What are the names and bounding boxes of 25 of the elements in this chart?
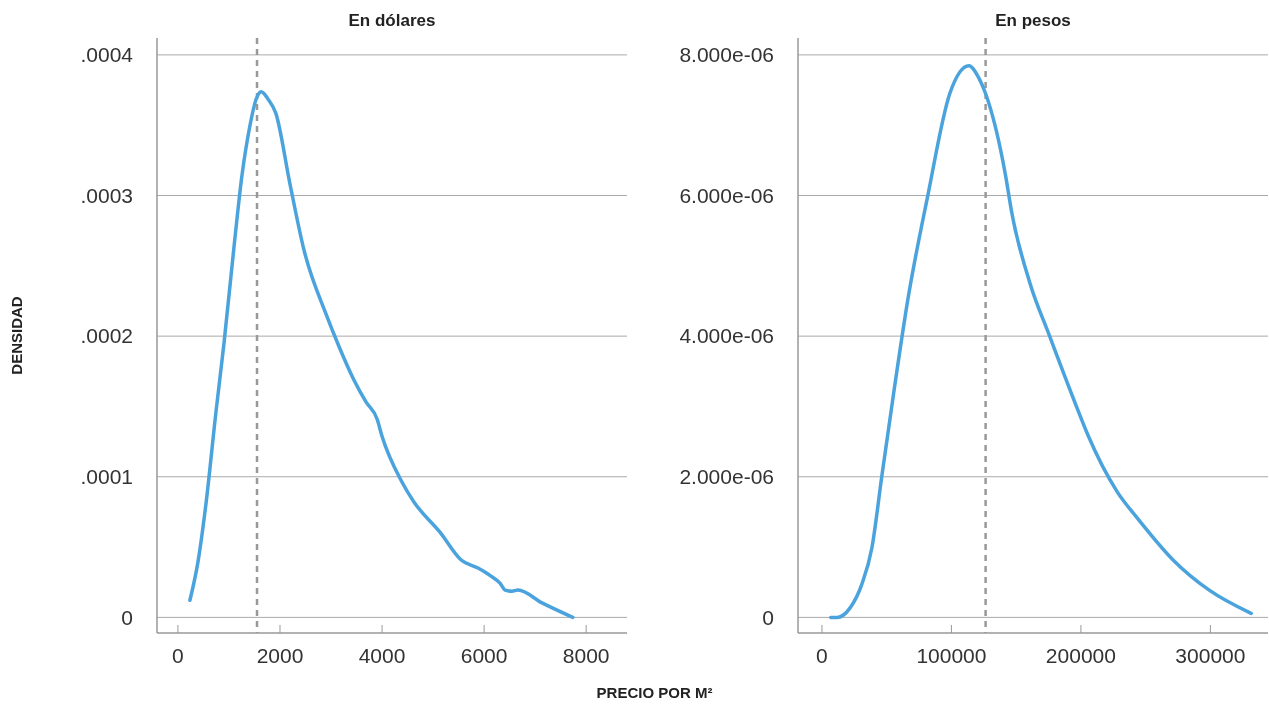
line-series xyxy=(828,63,1253,620)
x-tick-label: 0 xyxy=(172,644,184,667)
y-tick-label: 6.000e-06 xyxy=(679,183,774,207)
y-tick-label: .0003 xyxy=(80,183,133,207)
y-tick-label: 8.000e-06 xyxy=(679,43,774,67)
x-tick-label: 200000 xyxy=(1045,644,1116,667)
y-tick-label: 0 xyxy=(762,605,774,629)
x-tick-label: 8000 xyxy=(562,644,610,667)
y-tick-label: 2.000e-06 xyxy=(679,465,774,489)
x-tick-label: 0 xyxy=(816,644,828,667)
x-axis-title: PRECIO POR M² xyxy=(596,684,713,701)
chart-title: En pesos xyxy=(995,11,1071,30)
y-tick-label: 0 xyxy=(121,605,133,629)
line-series xyxy=(188,89,575,620)
y-tick-label: .0002 xyxy=(80,324,133,348)
x-tick-label: 2000 xyxy=(256,644,304,667)
x-tick-label: 6000 xyxy=(460,644,508,667)
y-tick-label: .0004 xyxy=(80,43,134,67)
chart-title: En dólares xyxy=(348,11,436,30)
x-tick-label: 100000 xyxy=(916,644,987,667)
y-axis-title: DENSIDAD xyxy=(8,296,25,375)
x-tick-label: 4000 xyxy=(358,644,406,667)
x-tick-label: 300000 xyxy=(1175,644,1246,667)
y-tick-label: .0001 xyxy=(80,465,133,489)
y-tick-label: 4.000e-06 xyxy=(679,324,774,348)
